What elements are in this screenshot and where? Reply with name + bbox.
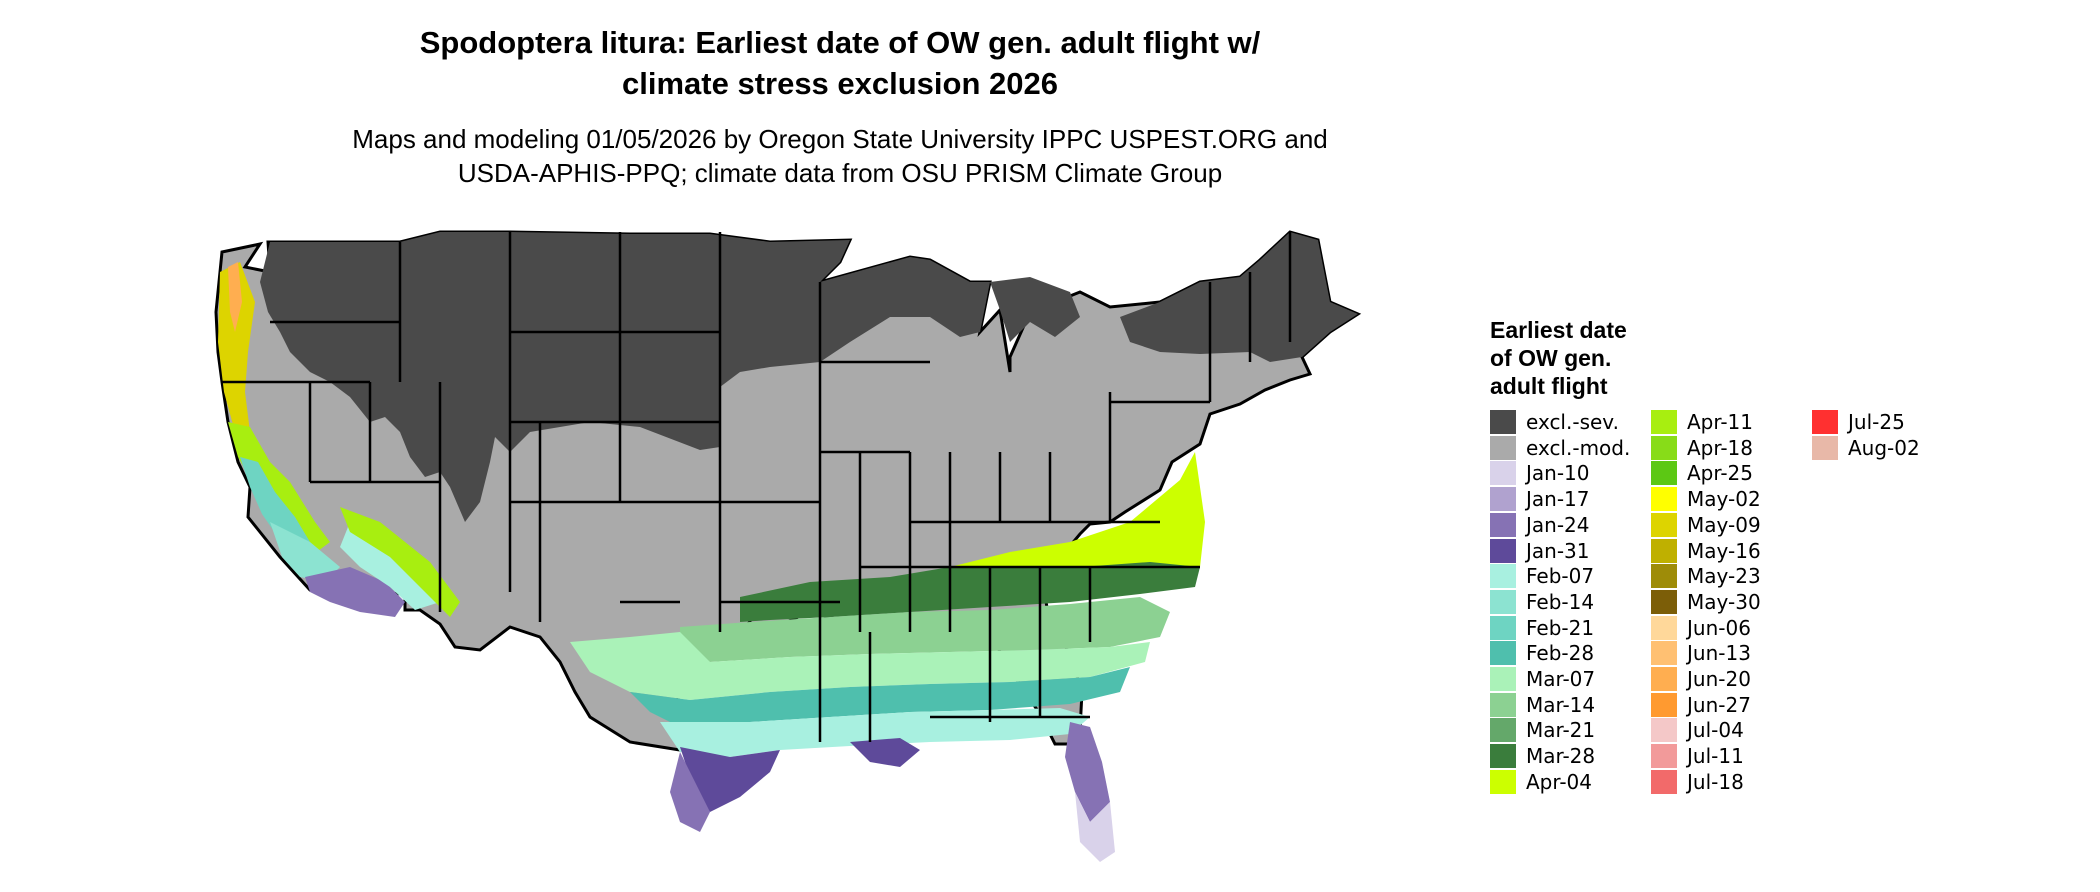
legend-label: May-30 xyxy=(1687,589,1761,614)
legend-swatch xyxy=(1812,410,1838,434)
mar07-band xyxy=(570,632,1150,700)
legend-label: Jan-10 xyxy=(1526,461,1590,486)
legend-swatch xyxy=(1651,538,1677,563)
legend-label: Feb-21 xyxy=(1526,615,1595,640)
subtitle-line-1: Maps and modeling 01/05/2026 by Oregon S… xyxy=(352,124,1328,154)
chart-subtitle: Maps and modeling 01/05/2026 by Oregon S… xyxy=(300,122,1380,190)
legend-swatch xyxy=(1651,692,1677,717)
legend-title: Earliest date of OW gen. adult flight xyxy=(1490,316,1720,400)
california-coast-green xyxy=(228,422,330,557)
west-coast-yellow xyxy=(218,262,255,432)
legend-label: excl.-mod. xyxy=(1526,435,1631,460)
legend-swatch xyxy=(1490,769,1516,794)
state-borders xyxy=(222,232,1292,742)
legend-swatch xyxy=(1490,564,1516,589)
feb07-band xyxy=(660,708,1090,757)
legend-swatch xyxy=(1490,615,1516,640)
legend-label: Jul-25 xyxy=(1848,410,1905,434)
subtitle-line-2: USDA-APHIS-PPQ; climate data from OSU PR… xyxy=(457,158,1223,188)
legend-swatch xyxy=(1490,667,1516,691)
legend-swatch xyxy=(1490,487,1516,512)
legend-swatch xyxy=(1651,564,1677,589)
title-line-1: Spodoptera litura: Earliest date of OW g… xyxy=(419,25,1261,60)
legend-label: May-09 xyxy=(1687,512,1761,537)
legend-label: excl.-sev. xyxy=(1526,410,1619,434)
legend-label: Jul-04 xyxy=(1687,718,1744,743)
legend-label: May-16 xyxy=(1687,538,1761,563)
mar14-band xyxy=(680,597,1170,662)
legend-label: Jul-11 xyxy=(1687,744,1744,769)
texas-gulf-purple xyxy=(680,747,780,812)
legend-swatch xyxy=(1490,410,1516,434)
west-coast-orange xyxy=(228,262,242,332)
socal-teal xyxy=(270,522,340,582)
legend-label: Aug-02 xyxy=(1848,435,1920,460)
legend-label: Mar-21 xyxy=(1526,718,1596,743)
legend-label: Apr-25 xyxy=(1687,461,1753,486)
legend-swatch xyxy=(1651,487,1677,512)
legend-swatch xyxy=(1651,461,1677,486)
legend-title-line-1: Earliest date xyxy=(1490,317,1627,343)
louisiana-purple xyxy=(850,738,920,767)
excl-sev-great-lakes xyxy=(990,277,1080,342)
feb28-band xyxy=(630,667,1130,727)
legend-label: Apr-04 xyxy=(1526,769,1592,794)
legend-label: Mar-07 xyxy=(1526,667,1596,691)
arizona-purple xyxy=(305,567,405,617)
legend-swatch xyxy=(1490,435,1516,460)
legend-swatch xyxy=(1490,461,1516,486)
legend-title-line-2: of OW gen. xyxy=(1490,345,1612,371)
excl-sev-northeast xyxy=(1120,232,1358,362)
legend-swatch xyxy=(1651,410,1677,434)
legend-label: Jun-06 xyxy=(1687,615,1751,640)
excl-sev-region xyxy=(260,232,990,522)
texas-tip-lavender xyxy=(670,752,710,832)
us-map xyxy=(214,230,1362,862)
arizona-green-band xyxy=(340,507,460,617)
legend-swatch xyxy=(1651,667,1677,691)
legend-title-line-3: adult flight xyxy=(1490,373,1608,399)
chart-title: Spodoptera litura: Earliest date of OW g… xyxy=(320,22,1360,104)
legend-swatch xyxy=(1651,718,1677,743)
legend-label: Apr-18 xyxy=(1687,435,1753,460)
legend-label: Feb-28 xyxy=(1526,641,1595,666)
legend-swatch xyxy=(1812,435,1838,460)
legend-label: Jun-13 xyxy=(1687,641,1751,666)
legend-swatch xyxy=(1651,769,1677,794)
legend-swatch xyxy=(1490,512,1516,537)
legend-swatch xyxy=(1651,744,1677,769)
florida-purple xyxy=(1065,722,1110,822)
florida-tip xyxy=(1075,792,1115,862)
arizona-teal xyxy=(340,522,440,610)
legend-swatch xyxy=(1490,538,1516,563)
california-teal xyxy=(240,457,310,557)
legend-label: Jan-31 xyxy=(1526,538,1590,563)
legend-swatch xyxy=(1651,615,1677,640)
legend-label: May-23 xyxy=(1687,564,1761,589)
legend-label: Mar-28 xyxy=(1526,744,1596,769)
legend-swatch xyxy=(1651,435,1677,460)
legend-label: May-02 xyxy=(1687,487,1761,512)
legend-label: Jan-24 xyxy=(1526,512,1590,537)
title-line-2: climate stress exclusion 2026 xyxy=(622,66,1058,101)
legend-swatch xyxy=(1651,512,1677,537)
legend-swatch xyxy=(1490,718,1516,743)
legend-label: Feb-14 xyxy=(1526,589,1595,614)
legend-label: Jun-27 xyxy=(1687,692,1751,717)
legend-swatch xyxy=(1490,589,1516,614)
legend-label: Jan-17 xyxy=(1526,487,1590,512)
legend-label: Feb-07 xyxy=(1526,564,1595,589)
legend-swatch xyxy=(1651,589,1677,614)
legend-label: Jul-18 xyxy=(1687,769,1744,794)
mar28-band xyxy=(740,562,1200,622)
legend-label: Mar-14 xyxy=(1526,692,1596,717)
legend-swatch xyxy=(1490,641,1516,666)
legend-swatch xyxy=(1490,692,1516,717)
legend-label: Apr-11 xyxy=(1687,410,1753,434)
legend-swatch xyxy=(1651,641,1677,666)
legend-swatch xyxy=(1490,744,1516,769)
legend-label: Jun-20 xyxy=(1687,667,1751,691)
